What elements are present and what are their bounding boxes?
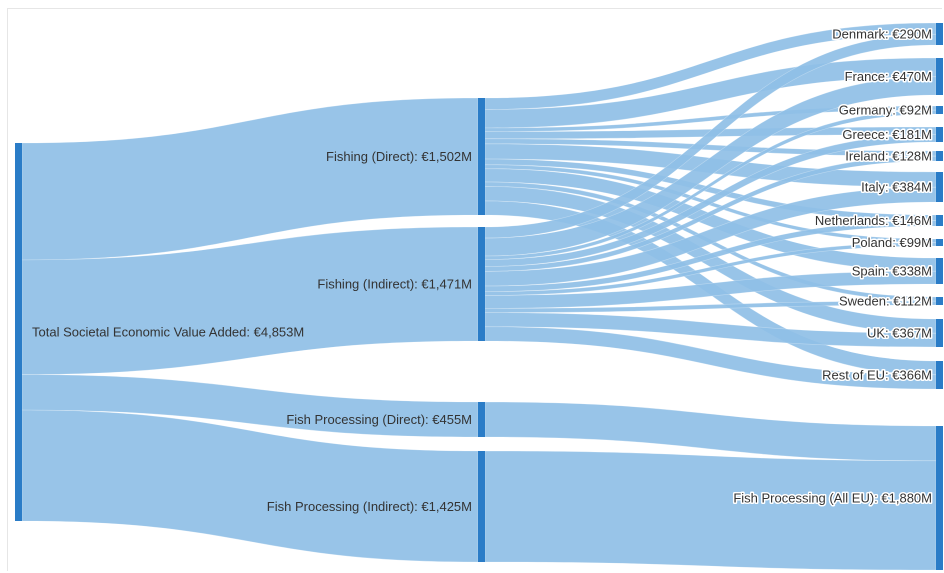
node-spain	[936, 258, 943, 284]
node-france	[936, 58, 943, 95]
labels-layer: Total Societal Economic Value Added: €4,…	[32, 25, 934, 514]
node-denmark	[936, 23, 943, 45]
node-rest-eu	[936, 361, 943, 389]
link-proc_indirect-to-proc_all_eu	[484, 450, 937, 571]
label-proc-indirect: Fish Processing (Indirect): €1,425M	[267, 499, 472, 514]
label-sweden: Sweden: €112M	[839, 294, 932, 309]
label-proc-direct: Fish Processing (Direct): €455M	[286, 412, 472, 427]
label-france: France: €470M	[845, 69, 932, 84]
label-proc-all-eu: Fish Processing (All EU): €1,880M	[733, 491, 932, 506]
label-poland: Poland: €99M	[852, 235, 932, 250]
chart-frame	[7, 8, 942, 571]
label-netherlands: Netherlands: €146M	[815, 213, 932, 228]
label-italy: Italy: €384M	[861, 180, 932, 195]
nodes-layer	[15, 23, 943, 570]
node-proc-all-eu	[936, 426, 943, 570]
links-layer	[21, 22, 937, 571]
node-uk	[936, 319, 943, 347]
label-ireland: Ireland: €128M	[845, 149, 932, 164]
label-total: Total Societal Economic Value Added: €4,…	[32, 325, 304, 340]
label-fishing-direct: Fishing (Direct): €1,502M	[326, 149, 472, 164]
node-total	[15, 143, 22, 521]
label-uk: UK: €367M	[867, 326, 932, 341]
node-greece	[936, 127, 943, 142]
node-fishing-direct	[478, 98, 485, 215]
node-germany	[936, 106, 943, 114]
label-spain: Spain: €338M	[852, 264, 932, 279]
label-germany: Germany: €92M	[839, 103, 932, 118]
node-poland	[936, 239, 943, 246]
node-proc-direct	[478, 402, 485, 437]
label-fishing-indirect: Fishing (Indirect): €1,471M	[317, 277, 472, 292]
node-sweden	[936, 297, 943, 305]
node-ireland	[936, 151, 943, 161]
node-italy	[936, 172, 943, 202]
node-proc-indirect	[478, 451, 485, 562]
node-fishing-indirect	[478, 227, 485, 341]
label-denmark: Denmark: €290M	[832, 27, 932, 42]
label-rest-eu: Rest of EU: €366M	[822, 368, 932, 383]
label-greece: Greece: €181M	[842, 127, 932, 142]
node-netherlands	[936, 215, 943, 226]
